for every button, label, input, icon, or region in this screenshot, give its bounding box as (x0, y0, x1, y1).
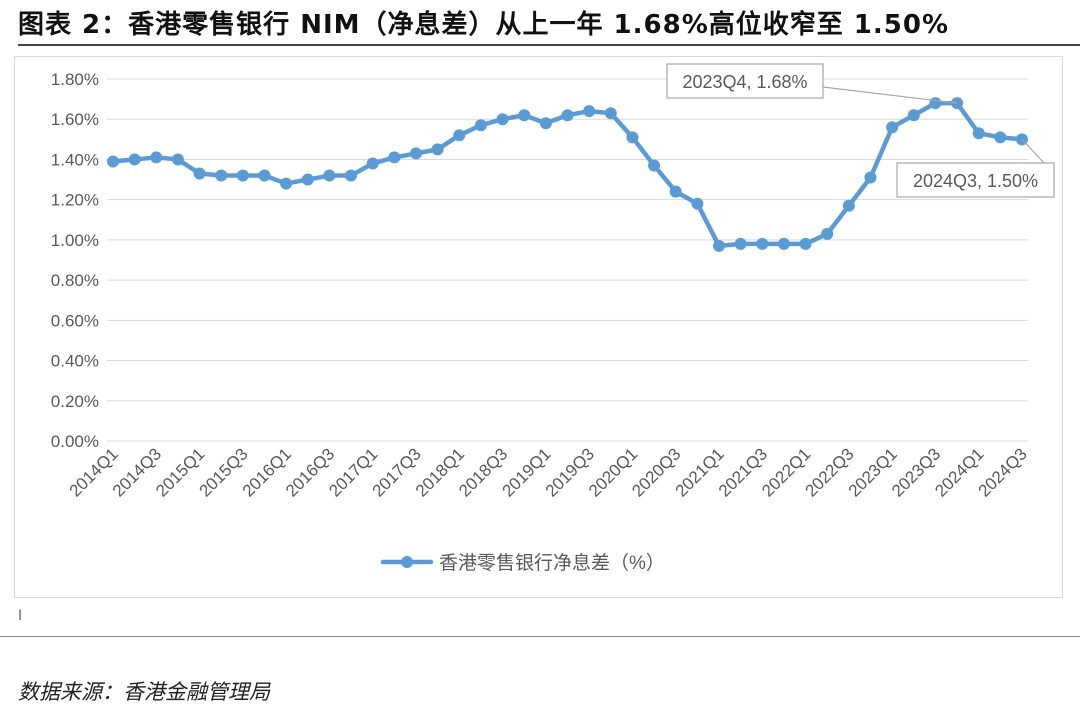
data-point (171, 153, 184, 166)
note-mark: I (18, 608, 23, 624)
data-point (756, 237, 769, 250)
legend-swatch-marker (401, 556, 413, 568)
data-point (583, 105, 596, 118)
data-point (734, 237, 747, 250)
data-point (626, 131, 639, 144)
series-layer (107, 97, 1028, 252)
data-point (648, 159, 661, 172)
data-point (713, 239, 725, 252)
data-point (691, 197, 704, 210)
nim-line-chart: 0.00% 0.20% 0.40% 0.60% 0.80% 1.00% 1.20% 1.40%… (51, 63, 1055, 574)
data-point (215, 169, 228, 182)
annotation-label: 2024Q3, 1.50% (913, 171, 1038, 191)
data-point (301, 173, 314, 186)
data-point (258, 169, 271, 182)
data-point (561, 109, 574, 122)
y-tick-label: 0.00% (51, 432, 99, 451)
y-tick-label: 1.20% (51, 191, 99, 210)
data-point (907, 109, 920, 122)
data-point (496, 113, 509, 126)
y-tick-label: 1.60% (51, 110, 99, 129)
data-point (366, 157, 379, 170)
data-source: 数据来源：香港金融管理局 (18, 680, 270, 704)
annotation-label: 2023Q4, 1.68% (682, 72, 807, 92)
data-point (994, 131, 1007, 144)
data-point (431, 143, 444, 156)
data-point (518, 109, 531, 122)
data-point (799, 237, 812, 250)
data-point (972, 127, 985, 140)
y-axis-ticks: 0.00% 0.20% 0.40% 0.60% 0.80% 1.00% 1.20% 1.40%… (51, 70, 99, 451)
y-tick-label: 0.80% (51, 271, 99, 290)
data-point (539, 117, 552, 130)
legend: 香港零售银行净息差（%） (380, 552, 665, 574)
y-tick-label: 1.00% (51, 231, 99, 250)
data-point (107, 155, 119, 168)
data-point (128, 153, 141, 166)
data-point (280, 177, 293, 190)
figure-title: 图表 2：香港零售银行 NIM（净息差）从上一年 1.68%高位收窄至 1.50… (18, 10, 950, 40)
y-tick-label: 0.40% (51, 352, 99, 371)
data-point (474, 119, 487, 132)
data-point (453, 129, 466, 142)
data-point (886, 121, 899, 134)
data-point (323, 169, 336, 182)
annotation-leader (822, 86, 958, 104)
y-tick-label: 0.20% (51, 392, 99, 411)
title-divider (18, 44, 1080, 46)
data-point (842, 199, 855, 212)
data-point (604, 107, 617, 120)
chart-area: 0.00% 0.20% 0.40% 0.60% 0.80% 1.00% 1.20% 1.40%… (14, 56, 1063, 598)
annotation-box (666, 63, 824, 99)
annotation-box (896, 162, 1055, 198)
x-tick-label: 2024Q3 (975, 444, 1031, 500)
annotations: 2023Q4, 1.68% 2024Q3, 1.50% (666, 63, 1055, 198)
y-tick-label: 1.40% (51, 150, 99, 169)
data-point (410, 147, 422, 160)
data-point (236, 169, 249, 182)
data-point (150, 151, 163, 164)
data-point (929, 97, 942, 110)
data-point (193, 167, 206, 180)
annotation-leader (1021, 138, 1045, 164)
data-point (388, 151, 401, 164)
data-point (669, 185, 682, 198)
y-tick-label: 1.80% (51, 70, 99, 89)
data-point (821, 227, 834, 240)
y-tick-label: 0.60% (51, 311, 99, 330)
x-axis-ticks: 2014Q12014Q32015Q12015Q32016Q12016Q32017… (66, 444, 1031, 500)
footer-divider (0, 636, 1080, 637)
data-point (777, 237, 790, 250)
data-point (864, 171, 877, 184)
legend-label: 香港零售银行净息差（%） (439, 552, 665, 574)
series-line (110, 100, 1025, 249)
data-point (345, 169, 358, 182)
